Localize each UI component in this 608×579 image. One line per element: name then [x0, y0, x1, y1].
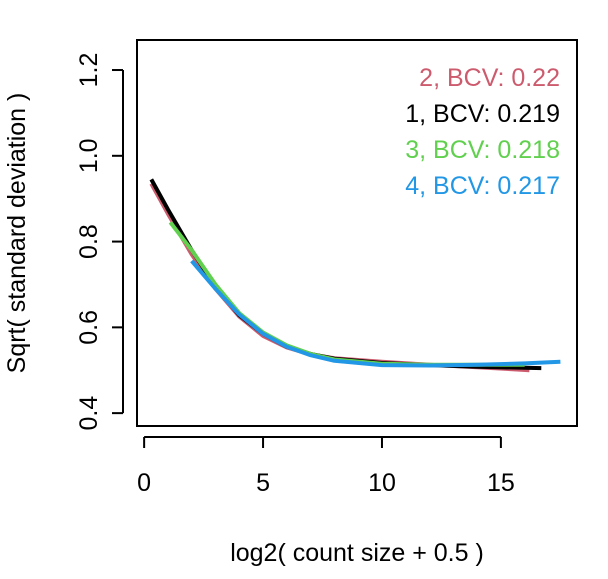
y-tick-label: 0.4	[75, 396, 103, 431]
plot-frame	[136, 39, 578, 427]
legend-entry: 4, BCV: 0.217	[405, 172, 560, 200]
x-tick-label: 5	[256, 469, 270, 497]
y-tick-label: 0.8	[75, 224, 103, 259]
legend: 2, BCV: 0.22 1, BCV: 0.219 3, BCV: 0.218 4,…	[405, 64, 560, 200]
y-ticks: 0.4 0.6 0.8 1.0 1.2	[75, 53, 123, 431]
series-line	[190, 259, 561, 368]
y-axis-title: Sqrt( standard deviation )	[3, 93, 31, 374]
series-layer	[149, 178, 561, 373]
x-ticks: 0 5 10 15	[137, 437, 515, 497]
x-axis-title: log2( count size + 0.5 )	[230, 539, 484, 567]
x-tick-label: 0	[137, 469, 151, 497]
legend-entry: 3, BCV: 0.218	[405, 136, 560, 164]
series-line	[168, 221, 525, 367]
y-tick-label: 1.0	[75, 138, 103, 173]
legend-entry: 2, BCV: 0.22	[419, 64, 560, 92]
y-tick-label: 0.6	[75, 310, 103, 345]
y-tick-label: 1.2	[75, 53, 103, 88]
x-tick-label: 15	[487, 469, 515, 497]
legend-entry: 1, BCV: 0.219	[405, 100, 560, 128]
y-axis: 0.4 0.6 0.8 1.0 1.2	[75, 53, 124, 431]
x-axis: 0 5 10 15	[137, 436, 515, 497]
x-tick-label: 10	[368, 469, 396, 497]
